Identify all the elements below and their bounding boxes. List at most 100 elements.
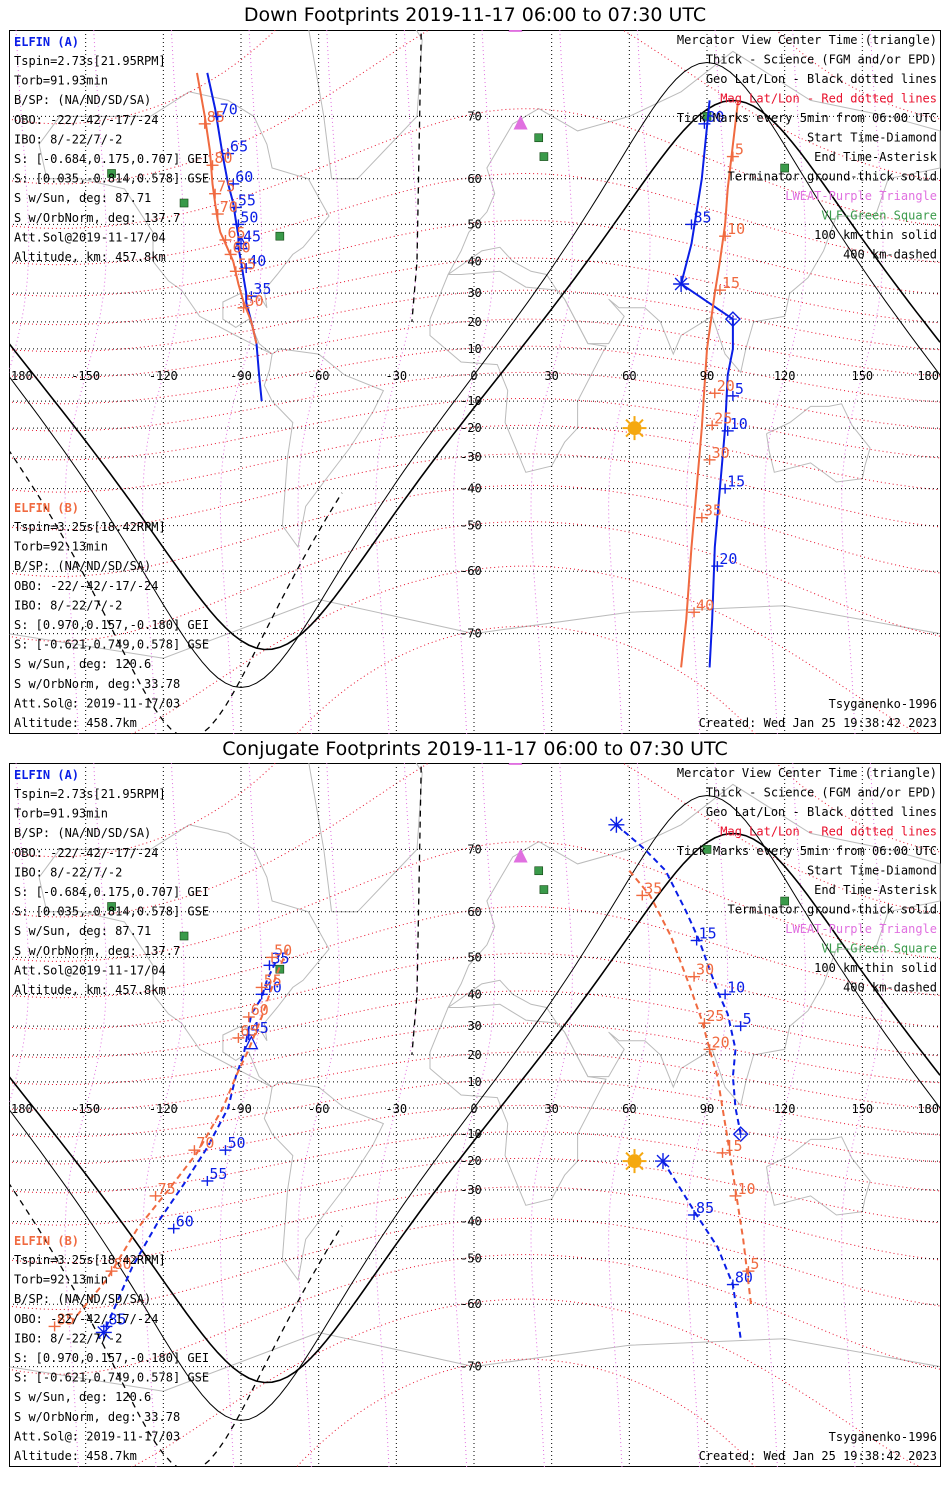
tick-label: 80 [706,108,724,126]
track-elfin-b [196,72,258,344]
terminator-400km [411,30,422,322]
tick-label: 15 [725,1137,743,1155]
tick-label: 5 [750,1255,759,1273]
elfin-b-info: Tspin=3.25s[18.42RPM] [14,520,166,534]
vlf-square [179,198,189,208]
lat-tick-label: -20 [460,1154,482,1168]
elfin-a-info: S w/OrbNorm, deg: 137.7 [14,211,180,225]
lat-tick-label: -20 [460,421,482,435]
lat-tick-label: 30 [467,1019,481,1033]
coastline [766,1136,871,1216]
mag-lon-line [142,30,185,734]
lon-tick-label: 90 [700,369,714,383]
end-asterisk [673,276,690,293]
mag-lon-line [64,763,107,1467]
lat-tick-label: -40 [460,1215,482,1229]
vlf-square [275,231,285,241]
elfin-a-info: Altitude, km: 457.8km [14,983,166,997]
map-frame [9,30,941,734]
elfin-a-info: S: [0.035,-0.814,0.578] GSE [14,905,209,919]
elfin-b-info: Torb=92.13min [14,1273,108,1287]
mag-lat-line [9,318,941,379]
tick-label: 70 [220,100,238,118]
created-timestamp: Created: Wed Jan 25 19:38:42 2023 [699,716,937,730]
tick-label: 50 [240,208,258,226]
tick-label: 80 [215,149,233,167]
tick-label: 85 [57,1310,75,1328]
mag-lat-line [9,397,941,461]
map-layer: 3540455055608550556065707580851510585803… [9,763,941,1467]
elfin-a-info: B/SP: (NA/ND/SD/SA) [14,93,151,107]
legend-item: VLF-Green Square [821,209,937,223]
mag-lat-line [9,108,941,229]
end-asterisk [654,1153,671,1170]
mag-lon-line [452,30,496,734]
tick-label: 5 [735,380,744,398]
tick-label: 25 [706,1007,724,1025]
tick-label: 65 [227,224,245,242]
legend-item: Mercator View Center Time (triangle) [677,766,937,780]
lat-tick-label: 50 [467,217,481,231]
lat-tick-label: -10 [460,394,482,408]
mag-lat-line [9,841,941,962]
view-center-triangle [244,1035,259,1050]
legend-item: End Time-Asterisk [814,150,938,164]
end-asterisk [95,1324,112,1341]
coastline [429,1003,607,1206]
lat-tick-label: 50 [467,950,481,964]
tick-label: 70 [196,1134,214,1152]
mag-lon-line [219,30,263,734]
sun-icon [622,1149,647,1174]
tick-label: 35 [644,879,662,897]
legend-item: 100 km-thin solid [814,961,937,975]
lon-tick-label: 180 [11,1102,33,1116]
lon-tick-label: 90 [700,1102,714,1116]
elfin-a-info: S w/OrbNorm, deg: 137.7 [14,944,180,958]
tick-label: 85 [207,108,225,126]
tick-label: 70 [220,198,238,216]
tick-label: 10 [737,1180,755,1198]
legend-item: Mag Lat/Lon - Red dotted lines [720,92,937,106]
elfin-b-info: Altitude: 458.7km [14,716,137,730]
mag-lon-line [375,30,418,734]
tick-label: 60 [251,1001,269,1019]
tick-label: 65 [230,138,248,156]
elfin-a-info: Tspin=2.73s[21.95RPM] [14,787,166,801]
lon-tick-label: 150 [851,369,873,383]
mag-lat-line [9,1051,941,1112]
terminator-100km [9,61,941,689]
mag-lon-line [9,763,30,1107]
elfin-a-info: Torb=91.93min [14,807,108,821]
mag-lon-line [763,763,806,1467]
coastline [308,763,423,913]
legend-item: Terminator ground-thick solid [727,170,937,184]
elfin-a-info: Torb=91.93min [14,74,108,88]
elfin-a-info: S: [0.035,-0.814,0.578] GSE [14,172,209,186]
elfin-a-info: Altitude, km: 457.8km [14,250,166,264]
elfin-a-info: OBO: -22/-42/-17/-24 [14,846,159,860]
coastline [429,270,607,473]
legend-item: Start Time-Diamond [807,131,937,145]
elfin-b-info: S: [-0.621,0.749,0.578] GSE [14,638,209,652]
tick-label: 30 [712,444,730,462]
lat-tick-label: -10 [460,1127,482,1141]
lon-tick-label: 30 [544,369,558,383]
lat-tick-label: -40 [460,482,482,496]
terminator-400km [411,763,422,1055]
elfin-b-name: ELFIN (B) [14,1234,79,1248]
tick-label: 40 [696,596,714,614]
tick-label: 5 [743,1010,752,1028]
tick-label: 85 [696,1199,714,1217]
lon-tick-label: -150 [71,369,100,383]
mag-lon-line [452,763,496,1467]
mag-lon-line [9,30,30,374]
map-down-footprints: 7065605550454035858075706560555080855101… [9,30,941,734]
track-elfin-b [628,870,752,1305]
mag-lon-line [219,763,263,1467]
tick-label: 10 [730,415,748,433]
elfin-a-info: S w/Sun, deg: 87.71 [14,924,151,938]
mag-lat-line [9,521,941,642]
tick-label: 35 [704,502,722,520]
tick-label: 20 [719,550,737,568]
lon-tick-label: 150 [851,1102,873,1116]
